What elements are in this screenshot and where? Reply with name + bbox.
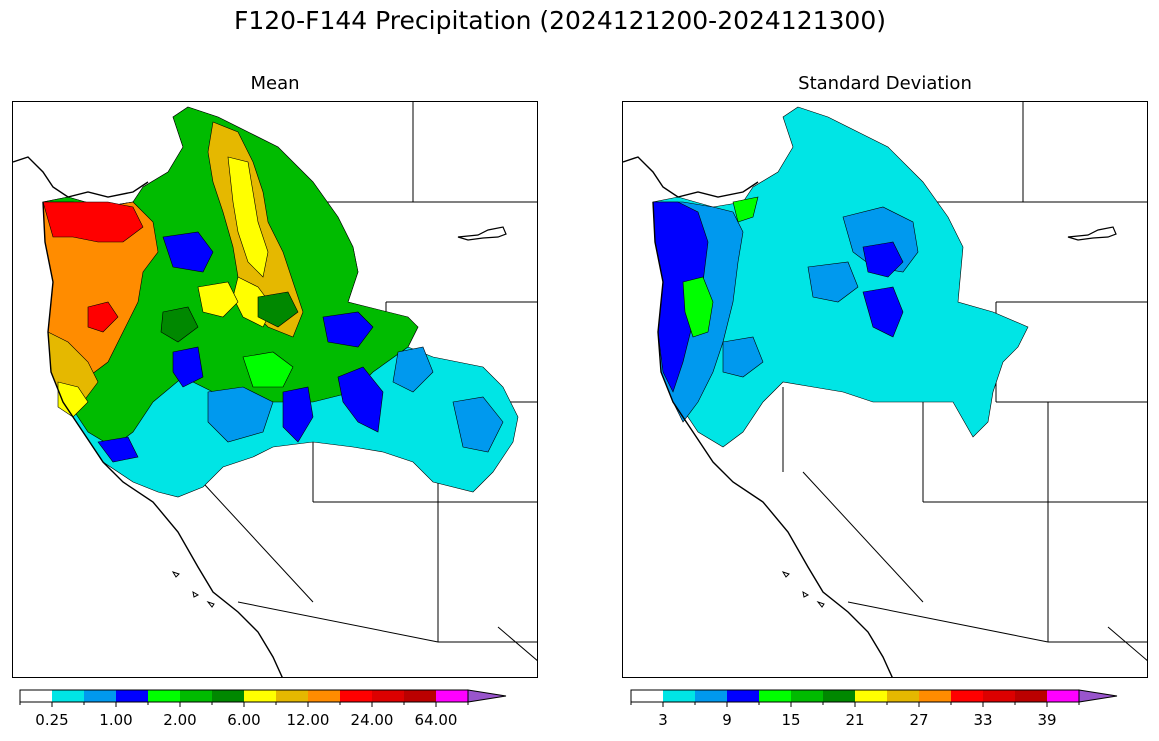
- mean-panel-title: Mean: [250, 73, 300, 94]
- colorbar-tick-label: 1.00: [99, 711, 133, 729]
- colorbar-segment: [951, 690, 983, 702]
- colorbar-segment: [983, 690, 1015, 702]
- colorbar-segment: [180, 690, 212, 702]
- colorbar-segment: [436, 690, 468, 702]
- colorbar-tick-label: 33: [973, 711, 993, 729]
- stddev-map: [622, 101, 1148, 678]
- colorbar-tick-label: 2.00: [163, 711, 197, 729]
- stddev-map-graphic: [623, 102, 1147, 677]
- colorbar-segment: [52, 690, 84, 702]
- colorbar-segment: [887, 690, 919, 702]
- colorbar-extend-arrow: [1078, 689, 1118, 703]
- colorbar-tick-label: 3: [658, 711, 668, 729]
- colorbar-tick-label: 9: [722, 711, 732, 729]
- colorbar-segment: [663, 690, 695, 702]
- stddev-panel-title: Standard Deviation: [798, 73, 972, 94]
- colorbar-segment: [340, 690, 372, 702]
- stddev-colorbar: [630, 689, 1118, 707]
- mean-colorbar: [19, 689, 507, 707]
- mean-map: [12, 101, 538, 678]
- colorbar-segment: [919, 690, 951, 702]
- colorbar-segment: [727, 690, 759, 702]
- colorbar-tick-label: 64.00: [414, 711, 458, 729]
- colorbar-segment: [276, 690, 308, 702]
- colorbar-segment: [308, 690, 340, 702]
- colorbar-segment: [1015, 690, 1047, 702]
- colorbar-segment: [695, 690, 727, 702]
- colorbar-tick-label: 15: [781, 711, 801, 729]
- colorbar-segment: [855, 690, 887, 702]
- mean-map-graphic: [13, 102, 537, 677]
- colorbar-tick-label: 24.00: [350, 711, 394, 729]
- colorbar-tick-label: 39: [1037, 711, 1057, 729]
- colorbar-segment: [372, 690, 404, 702]
- figure-title: F120-F144 Precipitation (2024121200-2024…: [233, 6, 886, 35]
- colorbar-segment: [823, 690, 855, 702]
- colorbar-tick-label: 12.00: [286, 711, 330, 729]
- colorbar-segment: [791, 690, 823, 702]
- colorbar-segment: [244, 690, 276, 702]
- colorbar-extend-arrow: [467, 689, 507, 703]
- colorbar-tick-label: 0.25: [35, 711, 69, 729]
- colorbar-segment: [148, 690, 180, 702]
- colorbar-segment: [212, 690, 244, 702]
- colorbar-segment: [404, 690, 436, 702]
- colorbar-segment: [84, 690, 116, 702]
- colorbar-segment: [759, 690, 791, 702]
- colorbar-segment: [1047, 690, 1079, 702]
- colorbar-tick-label: 6.00: [227, 711, 261, 729]
- colorbar-segment: [631, 690, 663, 702]
- colorbar-tick-label: 21: [845, 711, 865, 729]
- colorbar-tick-label: 27: [909, 711, 929, 729]
- colorbar-segment: [20, 690, 52, 702]
- colorbar-segment: [116, 690, 148, 702]
